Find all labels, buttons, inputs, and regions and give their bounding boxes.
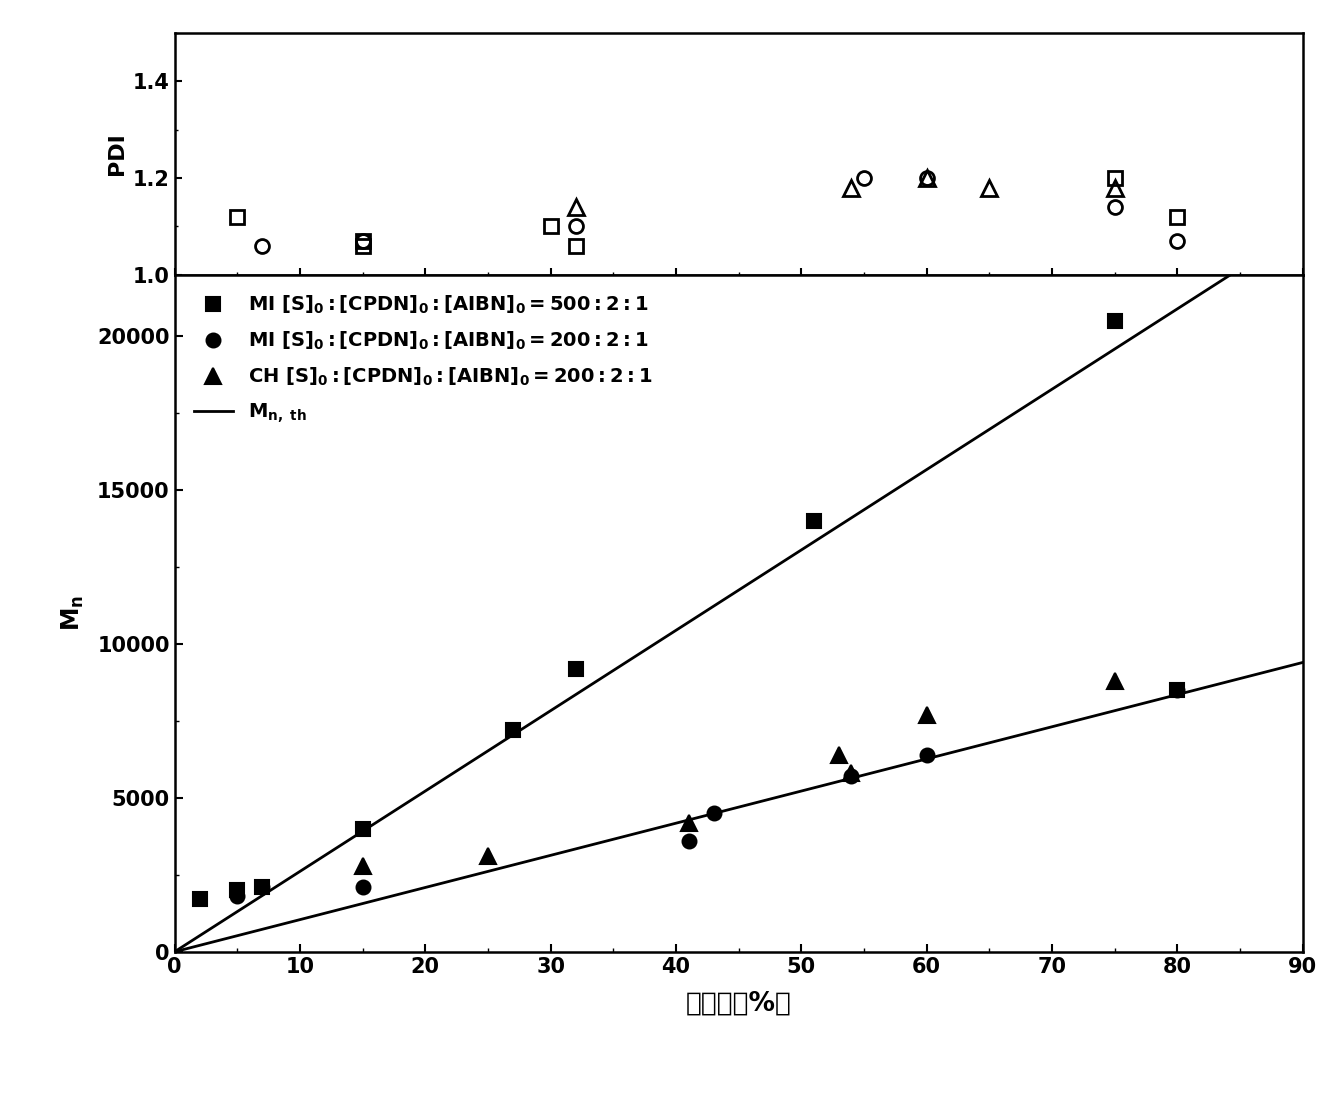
- Legend: MI $\mathbf{[S]_0:[CPDN]_0:[AIBN]_0=500:2:1}$, MI $\mathbf{[S]_0:[CPDN]_0:[AIBN]: MI $\mathbf{[S]_0:[CPDN]_0:[AIBN]_0=500:…: [184, 284, 662, 434]
- X-axis label: 转化率（%）: 转化率（%）: [686, 990, 791, 1016]
- Y-axis label: $\mathbf{M_n}$: $\mathbf{M_n}$: [60, 595, 86, 631]
- Y-axis label: PDI: PDI: [107, 132, 128, 175]
